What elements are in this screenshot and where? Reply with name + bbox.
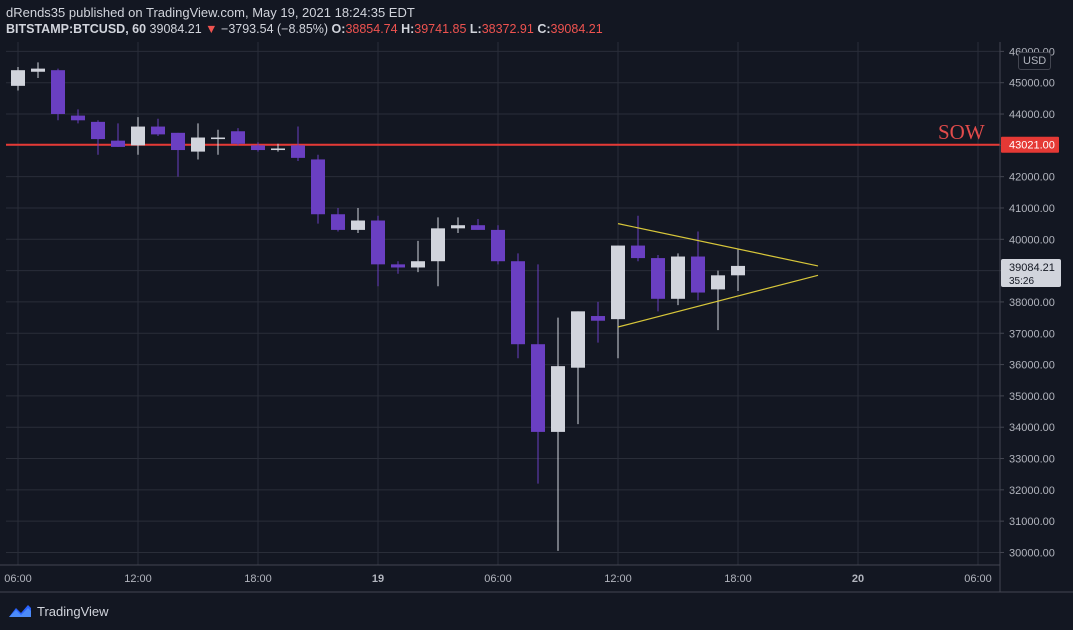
candle-body[interactable] [211,137,225,140]
candle-body[interactable] [571,311,585,368]
candle-body[interactable] [131,126,145,146]
candle-body[interactable] [451,225,465,229]
candle-body[interactable] [371,220,385,265]
triangle-lower-line[interactable] [617,274,819,328]
candle-body[interactable] [11,70,25,86]
sow-annotation[interactable]: SOW [938,120,985,144]
price-tick-label: 36000.00 [1009,360,1055,372]
candle-body[interactable] [651,258,665,299]
candle-body[interactable] [291,145,305,158]
price-tick-label: 32000.00 [1009,485,1055,497]
candle-body[interactable] [591,316,605,321]
low-value: 38372.91 [481,22,534,36]
axes[interactable]: 46000.0045000.0044000.0043000.0042000.00… [0,42,1073,593]
candles [11,62,745,551]
time-tick-label: 06:00 [964,573,992,585]
close-value: 39084.21 [550,22,603,36]
candle-body[interactable] [271,148,285,151]
price-tick-label: 41000.00 [1009,203,1055,215]
candle-body[interactable] [611,245,625,320]
candle-body[interactable] [731,265,745,276]
price-tick-label: 40000.00 [1009,234,1055,246]
time-tick-label: 12:00 [604,573,632,585]
price-change: −3793.54 (−8.85%) [221,22,329,36]
candle-body[interactable] [471,225,485,230]
candle-body[interactable] [671,256,685,299]
low-label: L: [469,22,482,36]
price-tick-label: 33000.00 [1009,454,1055,466]
price-tick-label: 35000.00 [1009,391,1055,403]
candle-body[interactable] [191,137,205,152]
triangle-upper-line[interactable] [617,223,819,267]
symbol-name[interactable]: BITSTAMP:BTCUSD, 60 [6,22,147,36]
candle-body[interactable] [311,159,325,215]
price-tick-label: 45000.00 [1009,78,1055,90]
candle-body[interactable] [351,220,365,230]
candle-body[interactable] [391,264,405,268]
candle-body[interactable] [171,132,185,151]
price-tick-label: 31000.00 [1009,516,1055,528]
candle-body[interactable] [411,261,425,268]
open-value: 38854.74 [345,22,398,36]
candle-body[interactable] [531,344,545,432]
currency-badge[interactable]: USD [1018,52,1052,70]
candle-body[interactable] [91,121,105,140]
price-tick-label: 44000.00 [1009,109,1055,121]
candle-body[interactable] [331,214,345,230]
price-tick-label: 30000.00 [1009,547,1055,559]
last-price: 39084.21 [149,22,202,36]
candle-body[interactable] [431,228,445,262]
footer-branding[interactable]: TradingView [8,603,109,619]
open-label: O: [331,22,346,36]
tradingview-logo-icon [9,605,31,617]
candle-body[interactable] [691,256,705,293]
price-tick-label: 42000.00 [1009,172,1055,184]
candle-body[interactable] [711,275,725,290]
candle-body[interactable] [31,68,45,72]
level-price-label: 43021.00 [1009,140,1055,152]
candle-body[interactable] [231,131,245,144]
candle-body[interactable] [631,245,645,259]
level-price-tag [1001,136,1059,153]
candle-body[interactable] [151,126,165,135]
symbol-legend: BITSTAMP:BTCUSD, 60 39084.21 ▼ −3793.54 … [6,22,603,36]
candle-body[interactable] [491,229,505,262]
candle-body[interactable] [551,366,565,432]
candle-body[interactable] [111,140,125,147]
price-tick-label: 37000.00 [1009,328,1055,340]
time-tick-label: 06:00 [4,573,32,585]
bar-countdown-label: 35:26 [1009,276,1034,287]
time-tick-label: 06:00 [484,573,512,585]
time-tick-label: 20 [852,573,864,585]
close-label: C: [537,22,551,36]
time-tick-label: 19 [372,573,384,585]
time-tick-label: 18:00 [724,573,752,585]
tradingview-brand: TradingView [37,603,109,619]
candle-body[interactable] [51,70,65,115]
high-label: H: [401,22,415,36]
triangle-pattern[interactable] [617,223,819,328]
publish-info: dRends35 published on TradingView.com, M… [6,5,415,20]
candle-body[interactable] [71,115,85,121]
time-tick-label: 18:00 [244,573,272,585]
high-value: 39741.85 [414,22,467,36]
price-tick-label: 38000.00 [1009,297,1055,309]
price-tick-label: 34000.00 [1009,422,1055,434]
time-tick-label: 12:00 [124,573,152,585]
last-price-tag [1001,258,1061,287]
chart-grid [6,42,1000,565]
candle-body[interactable] [511,261,525,345]
candle-body[interactable] [251,145,265,151]
change-arrow-icon: ▼ [205,22,218,36]
last-price-label: 39084.21 [1009,262,1055,274]
